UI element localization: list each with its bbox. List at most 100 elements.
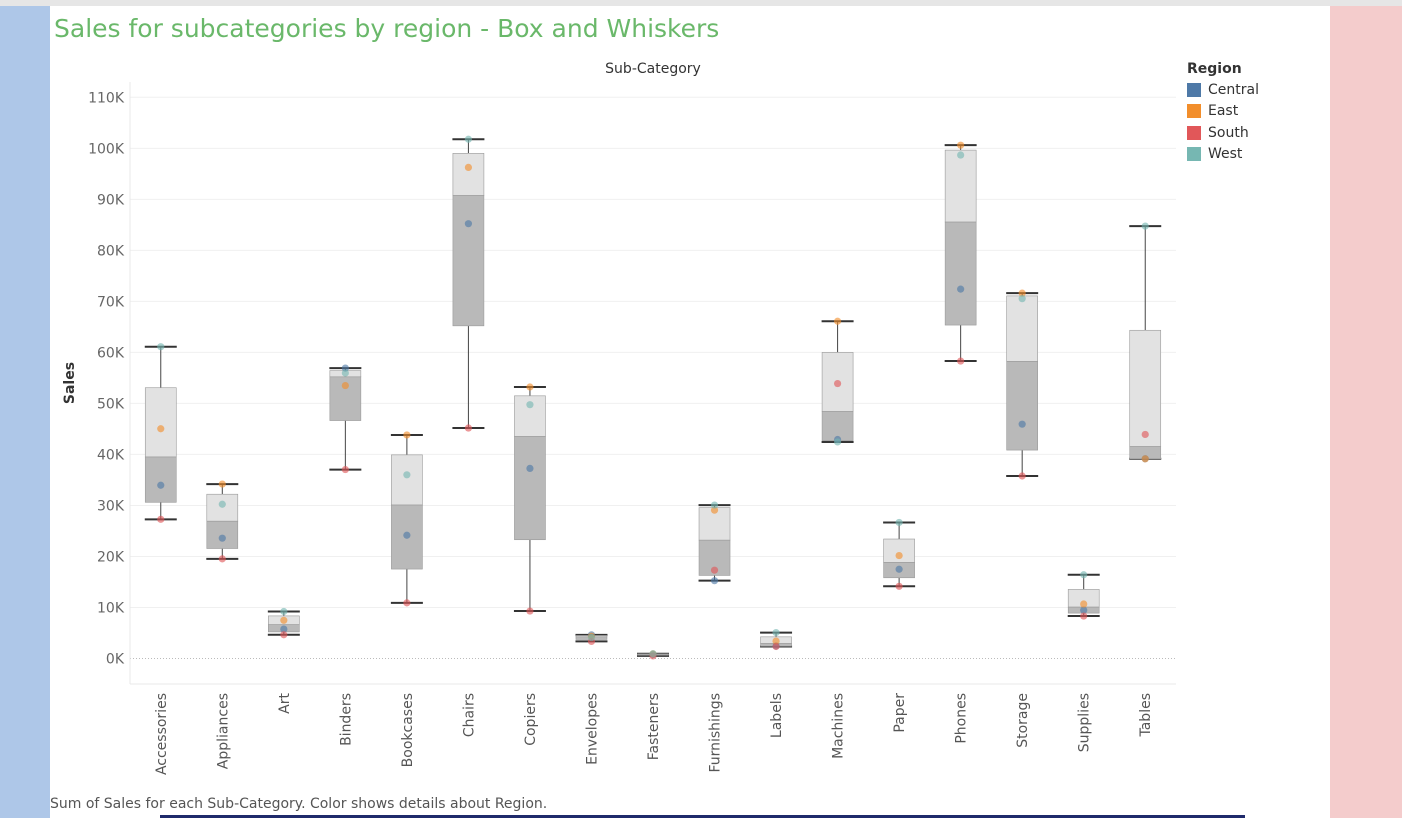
data-point-west (341, 369, 349, 377)
box-upper-half (944, 149, 977, 223)
y-tick-label: 0K (106, 651, 125, 667)
data-point-east (218, 480, 226, 488)
y-tick-label: 100K (88, 141, 125, 157)
x-tick-label: Appliances (215, 693, 231, 769)
data-point-east (1141, 455, 1149, 463)
data-point-east (157, 425, 165, 433)
data-point-west (649, 650, 657, 658)
y-tick-label: 80K (97, 243, 125, 259)
box-lower-half (944, 221, 977, 326)
x-tick-label: Machines (831, 693, 847, 759)
data-point-east (1080, 600, 1088, 608)
legend-label: East (1208, 103, 1239, 120)
x-tick-label: Copiers (523, 693, 539, 746)
legend-label: Central (1208, 81, 1259, 98)
data-point-central (218, 534, 226, 542)
data-point-central (280, 625, 288, 633)
y-tick-label: 60K (97, 345, 125, 361)
y-tick-label: 70K (97, 294, 125, 310)
data-point-central (403, 531, 411, 539)
data-point-west (710, 501, 719, 509)
data-point-south (895, 582, 903, 590)
x-tick-label: Phones (954, 693, 970, 744)
data-point-central (157, 481, 165, 489)
data-point-east (957, 141, 965, 149)
data-point-south (833, 379, 842, 388)
legend-label: South (1208, 124, 1249, 141)
x-tick-label: Tables (1138, 693, 1154, 738)
data-point-west (587, 633, 596, 642)
data-point-west (157, 343, 165, 351)
y-tick-label: 30K (97, 498, 125, 514)
data-point-west (957, 151, 965, 159)
y-tick-label: 50K (97, 396, 125, 412)
data-point-west (218, 500, 226, 508)
data-point-east (341, 381, 349, 390)
data-point-east (772, 637, 780, 645)
x-tick-label: Paper (892, 693, 908, 733)
top-border (0, 0, 1402, 6)
data-point-south (157, 515, 165, 523)
data-point-east (464, 163, 473, 171)
x-tick-label: Art (277, 692, 293, 713)
box-upper-half (452, 153, 485, 196)
legend-item-central[interactable]: Central (1187, 79, 1259, 101)
data-point-west (833, 438, 842, 446)
data-point-west (403, 471, 411, 479)
data-point-south (710, 566, 719, 574)
data-point-south (957, 357, 965, 365)
legend-swatch (1187, 147, 1201, 162)
box-lower-half (1006, 361, 1038, 451)
legend-label: West (1208, 146, 1243, 163)
box-upper-half (391, 454, 423, 506)
data-point-east (280, 616, 288, 624)
x-tick-label: Supplies (1077, 693, 1093, 752)
y-tick-label: 90K (97, 192, 125, 208)
legend-item-west[interactable]: West (1187, 144, 1259, 166)
y-tick-label: 20K (97, 549, 125, 565)
x-tick-label: Envelopes (584, 693, 600, 765)
chart-caption: Sum of Sales for each Sub-Category. Colo… (50, 796, 548, 812)
y-tick-label: 10K (97, 600, 125, 616)
data-point-east (1018, 289, 1026, 297)
x-tick-label: Bookcases (400, 693, 416, 767)
data-point-east (403, 431, 411, 439)
y-tick-label: 110K (88, 90, 125, 106)
data-point-central (464, 220, 473, 228)
data-point-south (464, 424, 473, 432)
data-point-south (772, 642, 780, 651)
legend-swatch (1187, 125, 1201, 140)
left-panel-band (0, 6, 50, 818)
legend-swatch (1187, 82, 1201, 97)
data-point-south (403, 599, 411, 607)
data-point-west (1080, 571, 1088, 579)
legend: Region Central East South West (1187, 61, 1259, 165)
x-tick-label: Accessories (154, 693, 170, 775)
box-plot-chart[interactable]: Sub-Category 0K 10K 20K 30K 40K 50K 60K 70K 80K 90… (50, 50, 1190, 790)
data-point-west (1141, 222, 1149, 230)
data-point-central (1080, 606, 1088, 614)
data-point-west (464, 135, 473, 143)
legend-swatch (1187, 104, 1201, 119)
box-lower-half (144, 456, 177, 503)
data-point-south (1141, 430, 1149, 439)
legend-item-south[interactable]: South (1187, 122, 1259, 144)
box-lower-half (452, 195, 485, 327)
data-point-south (1080, 612, 1088, 620)
data-point-east (526, 383, 534, 391)
box-lower-half (206, 520, 239, 549)
x-tick-label: Labels (769, 693, 785, 738)
x-tick-label: Fasteners (646, 693, 662, 760)
y-tick-label: 40K (97, 447, 125, 463)
legend-item-east[interactable]: East (1187, 101, 1259, 123)
data-point-south (341, 465, 349, 474)
chart-title: Sales for subcategories by region - Box … (54, 14, 720, 43)
data-point-west (895, 518, 903, 527)
box-upper-half (1129, 329, 1162, 447)
x-tick-label: Storage (1015, 693, 1031, 748)
data-point-central (957, 285, 965, 293)
data-point-south (1018, 472, 1026, 480)
data-point-central (526, 464, 534, 473)
box-upper-half (144, 387, 177, 458)
x-tick-label: Chairs (461, 693, 477, 737)
